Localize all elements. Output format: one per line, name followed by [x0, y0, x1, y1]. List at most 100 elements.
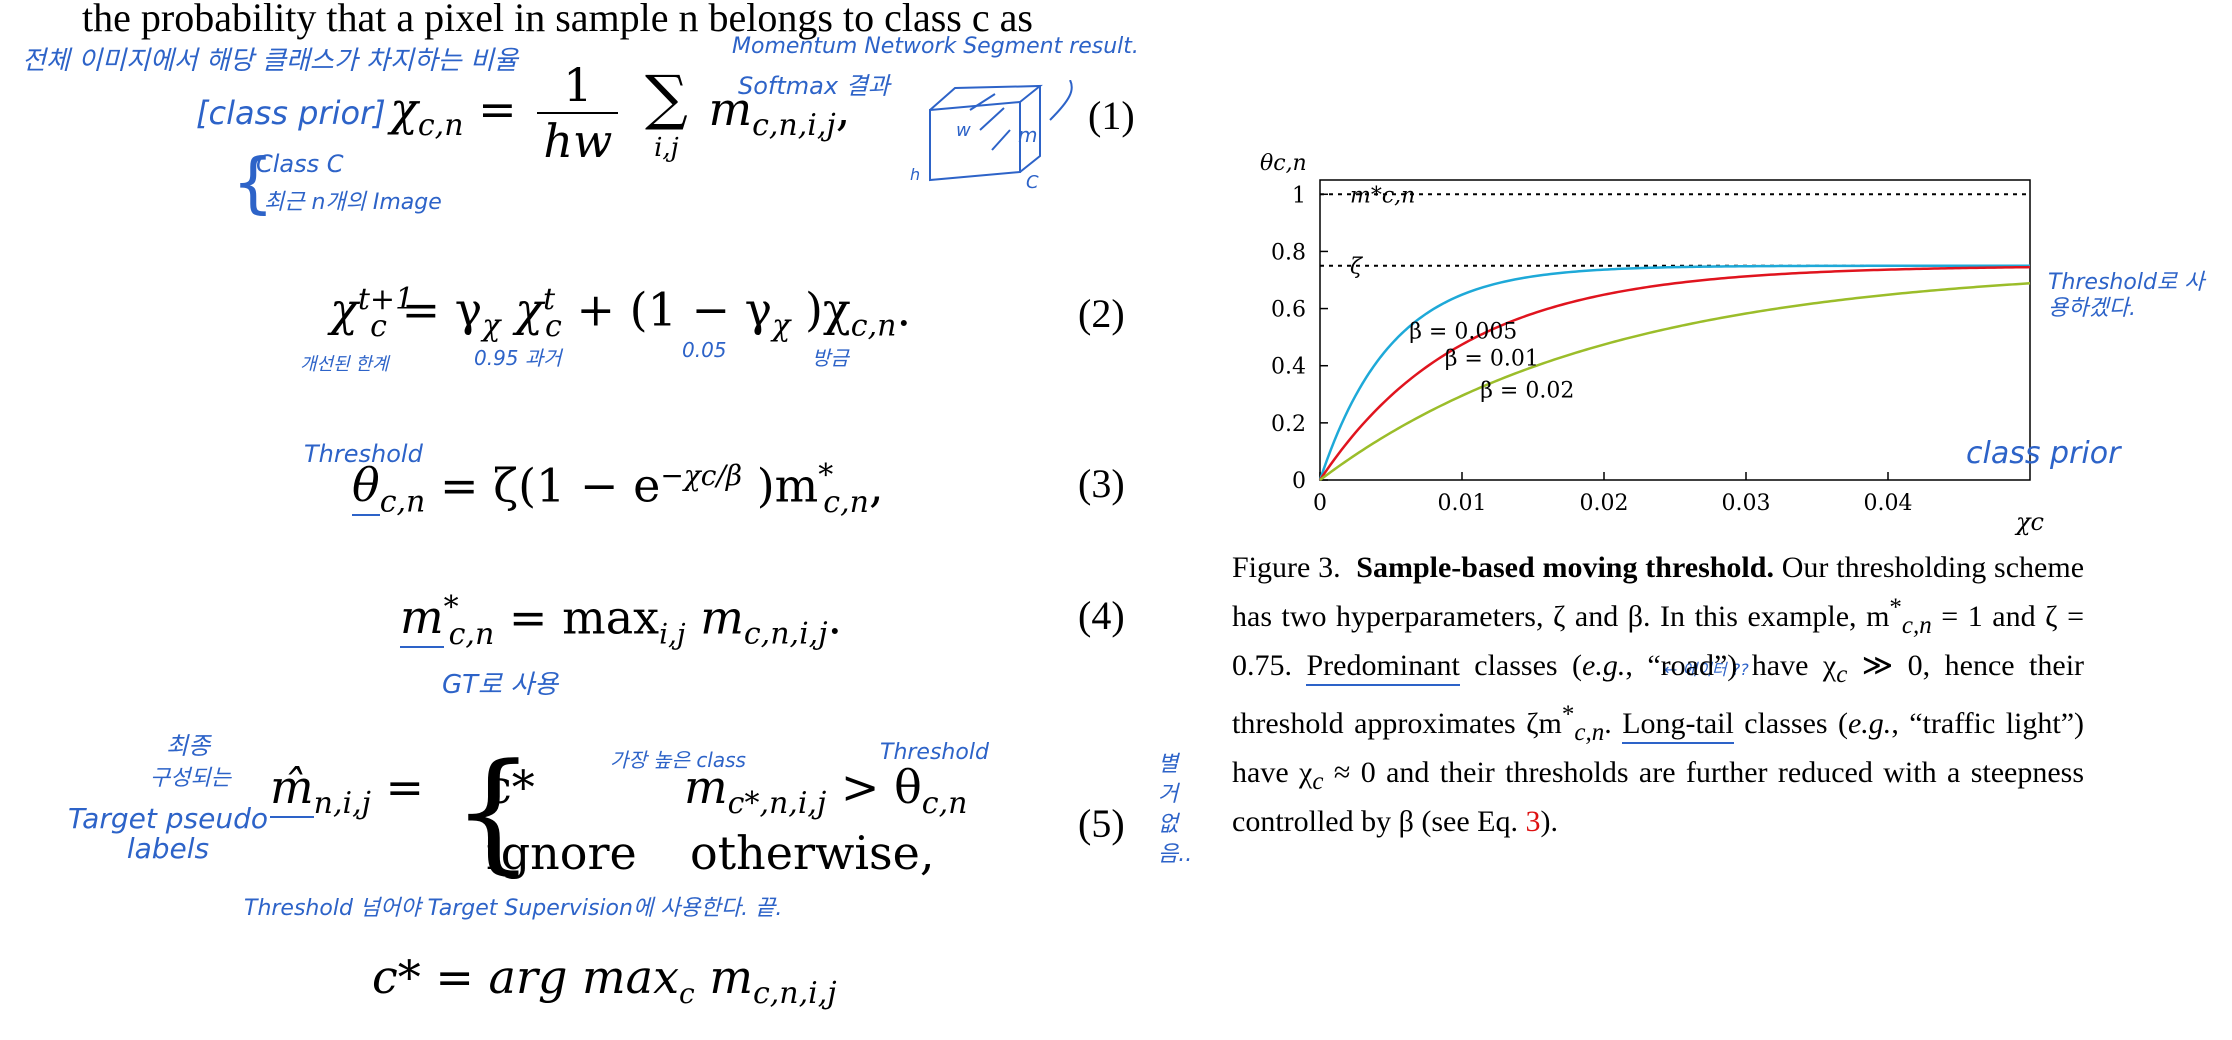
eq2-part-c-sub: χ: [772, 308, 791, 344]
eq2-part-d: )χ: [804, 282, 851, 337]
eq4-m-sub: c,n: [448, 616, 495, 652]
annot-eq5-threshold: Threshold: [880, 740, 989, 765]
caption-p1-sub: c,n: [1901, 612, 1932, 639]
eq1-tail: ,: [835, 82, 851, 136]
eq5-case1-cond-sub: c*,n,i,j: [727, 786, 827, 822]
series-label: β = 0.02: [1480, 378, 1574, 403]
equation-number-1: (1): [1088, 93, 1135, 138]
caption-p5-sup: *: [1561, 701, 1575, 728]
eq5-lhs: m̂: [270, 760, 314, 818]
caption-p4-sub: c: [1836, 661, 1848, 688]
annot-eq5-formed: 구성되는: [150, 766, 231, 791]
equation-3: θc,n = ζ(1 − e−χc/β )m*c,n,: [352, 458, 884, 520]
eq5-brace: {: [452, 735, 535, 887]
cube-h-label: h: [910, 165, 920, 184]
caption-p9: ≈ 0 and their thresholds are further red…: [1232, 756, 2084, 838]
annot-eq2-left: 개선된 한계: [300, 354, 389, 375]
x-axis-label: χc: [2014, 508, 2044, 536]
caption-p8-sub: c: [1312, 768, 1324, 795]
y-tick-label: 0.4: [1271, 355, 1306, 380]
eq2-part-b: χ: [515, 282, 543, 337]
caption-long-tail: Long-tail: [1622, 707, 1734, 744]
annot-eq2-right: 방금: [812, 346, 849, 370]
caption-p8: , “traffic light”) have χ: [1232, 707, 2085, 789]
eq5-case1-cond-b: > θ: [840, 760, 922, 814]
eq5-case1-cond-m: m: [684, 760, 728, 814]
annot-fig-class-prior: class prior: [1966, 436, 2121, 471]
top-text-line: the probability that a pixel in sample n…: [82, 0, 1033, 40]
eq1-sum: ∑ i,j: [645, 63, 688, 163]
annot-eq5-bottom: Threshold 넘어야 Target Supervision에 사용한다. …: [244, 896, 783, 921]
equation-number-3: (3): [1078, 461, 1125, 506]
annot-momentum: Momentum Network Segment result.: [732, 34, 1139, 59]
x-tick-label: 0.02: [1580, 491, 1629, 516]
caption-eq-ref[interactable]: 3: [1525, 805, 1541, 838]
chart-hlines: m*c,n ζ: [1320, 183, 2030, 280]
annot-caption: ← 에이터 ??: [1664, 660, 1749, 679]
eq1-term: m: [708, 82, 753, 136]
eq4-m-term: m: [700, 590, 744, 645]
eq1-frac-top: 1: [563, 58, 593, 112]
eq5-case1-val: c*: [486, 760, 535, 814]
eq2-part-d-sub: c,n: [850, 308, 897, 344]
eq4-max-sub: i,j: [659, 617, 686, 651]
eq1-sum-sign: ∑: [644, 63, 688, 133]
caption-p5-sub: c,n: [1574, 719, 1605, 746]
eq5-case-2: ignore otherwise,: [486, 826, 935, 880]
eq2-tail: .: [896, 282, 912, 337]
hline-label: ζ: [1350, 255, 1364, 280]
eq5-lhs-sub: n,i,j: [313, 786, 371, 822]
argmax-b: m: [709, 950, 753, 1004]
eq4-max: = max: [508, 590, 660, 645]
eq1-fraction: 1 hw: [537, 58, 619, 168]
eq4-tail: .: [827, 590, 843, 645]
chart-axes: 0 0.01 0.02 0.03 0.04 0 0.2 0.4 0.6 0.8 1 θc,n χc: [1260, 151, 2044, 536]
annot-class-c: Class C: [256, 150, 344, 178]
equation-2: χt+1c = γχ χtc + (1 − γχ )χc,n.: [330, 282, 911, 344]
annot-eq3-threshold: Threshold: [304, 440, 423, 468]
series-line: [1319, 282, 2031, 482]
caption-p7: classes (: [1733, 707, 1848, 740]
y-tick-label: 0.8: [1271, 240, 1306, 265]
annot-eq5-highest: 가장 높은 class: [610, 748, 746, 772]
eq5-case2-cond: otherwise,: [689, 826, 935, 880]
eq2-part-b-sub: c: [545, 308, 562, 344]
annot-softmax: Softmax 결과: [738, 72, 890, 100]
caption-eg-1: e.g.: [1582, 649, 1626, 682]
hline-label: m*c,n: [1350, 183, 1415, 208]
annot-eq5-side: 별 거 없음..: [1158, 752, 1193, 867]
x-tick-label: 0: [1313, 491, 1327, 516]
cube-sketch: w h C m: [910, 80, 1073, 193]
eq2-part-a: = γ: [401, 282, 483, 337]
cube-w-label: w: [956, 120, 971, 141]
annot-class-prior: [class prior]: [196, 94, 386, 132]
series-label: β = 0.01: [1445, 346, 1539, 371]
annot-eq2-mid2: 0.05: [682, 338, 727, 362]
eq3-part-c-sup: *: [818, 458, 834, 493]
eq3-theta: θ: [352, 458, 380, 517]
eq3-part-b-sup: −χc/β: [660, 459, 743, 492]
eq2-part-b-sup: t: [542, 282, 556, 317]
caption-eg-2: e.g.: [1847, 707, 1892, 740]
y-tick-label: 0.2: [1271, 412, 1306, 437]
eq5-case1-cond-b-sub: c,n: [921, 786, 968, 822]
plot-frame: [1319, 179, 2031, 481]
equation-4: m*c,n = maxi,j mc,n,i,j.: [400, 590, 842, 652]
annot-image: 최근 n개의 Image: [264, 190, 442, 215]
eq2-lhs: χ: [330, 282, 358, 337]
series-line: [1318, 265, 2031, 481]
figure-caption: Figure 3. Sample-based moving threshold.…: [1232, 548, 2084, 842]
eq2-lhs-sub: c: [370, 308, 387, 344]
equation-number-5: (5): [1078, 801, 1125, 846]
caption-predominant: Predominant: [1306, 649, 1460, 686]
eq4-m: m: [400, 590, 444, 649]
eq1-lhs: χ: [390, 82, 418, 136]
argmax-b-sub: c,n,i,j: [752, 976, 837, 1012]
eq2-part-a-sub: χ: [482, 308, 501, 344]
eq3-part-b: = ζ(1 − e: [440, 458, 661, 513]
argmax-line: c* = arg maxc mc,n,i,j: [372, 950, 837, 1011]
equation-number-4: (4): [1078, 593, 1125, 638]
caption-p5: ≫ 0, hence their threshold approximates …: [1232, 649, 2085, 740]
eq1-term-sub: c,n,i,j: [752, 108, 836, 144]
annot-eq5-target: Target pseudo labels: [68, 802, 268, 865]
